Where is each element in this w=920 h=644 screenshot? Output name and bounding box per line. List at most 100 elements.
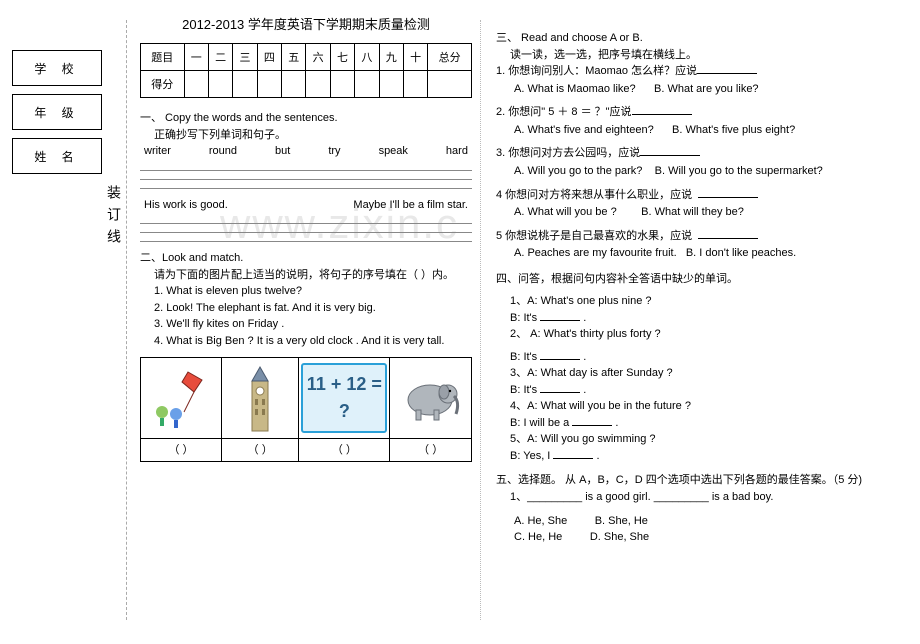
cell[interactable]	[233, 71, 257, 98]
opt-b: B. What's five plus eight?	[672, 124, 795, 136]
blank[interactable]	[698, 228, 758, 239]
opt-b: B. What are you like?	[654, 83, 759, 95]
blank[interactable]	[540, 382, 580, 393]
question: 5 你想说桃子是自己最喜欢的水果，应说 A. Peaches are my fa…	[496, 228, 908, 263]
cell[interactable]	[403, 71, 427, 98]
cell[interactable]	[208, 71, 232, 98]
meta-sidebar: 学 校 年 级 姓 名	[12, 50, 102, 182]
question: 2. 你想问" 5 ＋ 8 ＝ ？"应说 A. What's five and …	[496, 104, 908, 139]
qa-line: B: It's .	[496, 349, 908, 366]
opt-a: A. What's five and eighteen?	[514, 124, 654, 136]
blank[interactable]	[540, 310, 580, 321]
question: 3. 你想问对方去公园吗，应说 A. Will you go to the pa…	[496, 145, 908, 180]
math-cell: 11 + 12 = ?	[299, 358, 390, 439]
opt: B. She, He	[595, 515, 648, 527]
opt-b: B. I don't like peaches.	[686, 247, 796, 259]
blank-label[interactable]: （ ）	[222, 439, 299, 462]
cell: 八	[355, 44, 379, 71]
section-sub: 正确抄写下列单词和句子。	[140, 127, 472, 144]
question: 4 你想问对方将来想从事什么职业，应说 A. What will you be …	[496, 187, 908, 222]
elephant-icon	[396, 370, 466, 426]
opt: C. He, He	[514, 531, 562, 543]
bigben-icon	[240, 363, 280, 433]
section-2: 二、Look and match. 请为下面的图片配上适当的说明，将句子的序号填…	[140, 250, 472, 462]
blank[interactable]	[540, 349, 580, 360]
opt-b: B. Will you go to the supermarket?	[655, 165, 823, 177]
cell[interactable]	[428, 71, 472, 98]
match-table: 11 + 12 = ?	[140, 357, 472, 462]
kite-cell	[141, 358, 222, 439]
word: hard	[446, 143, 468, 160]
blank-label[interactable]: （ ）	[141, 439, 222, 462]
cell: 九	[379, 44, 403, 71]
word: round	[209, 143, 237, 160]
blank-label[interactable]: （ ）	[299, 439, 390, 462]
sentence: His work is good.	[144, 197, 228, 214]
blank[interactable]	[640, 145, 700, 156]
school-box: 学 校	[12, 50, 102, 86]
cell[interactable]	[379, 71, 403, 98]
name-box: 姓 名	[12, 138, 102, 174]
qa-line: 5、A: Will you go swimming ?	[496, 431, 908, 448]
qa-line: 1、A: What's one plus nine ?	[496, 293, 908, 310]
cell: 十	[403, 44, 427, 71]
cell: 四	[257, 44, 281, 71]
section-3: 三、 Read and choose A or B. 读一读，选一选，把序号填在…	[496, 30, 908, 263]
column-right: 三、 Read and choose A or B. 读一读，选一选，把序号填在…	[496, 30, 908, 554]
cell: 题目	[141, 44, 185, 71]
blank[interactable]	[698, 187, 758, 198]
table-row: 题目 一 二 三 四 五 六 七 八 九 十 总分	[141, 44, 472, 71]
elephant-cell	[390, 358, 472, 439]
blank[interactable]	[632, 104, 692, 115]
kite-icon	[148, 368, 214, 428]
section-sub: 读一读，选一选，把序号填在横线上。	[496, 47, 908, 64]
blank[interactable]	[697, 63, 757, 74]
section-1: 一、 Copy the words and the sentences. 正确抄…	[140, 110, 472, 242]
opt-a: A. What will you be ?	[514, 206, 617, 218]
qa-line: B: It's .	[496, 382, 908, 399]
blank[interactable]	[553, 448, 593, 459]
cell[interactable]	[282, 71, 306, 98]
list-item: 4. What is Big Ben ? It is a very old cl…	[140, 333, 472, 350]
cell: 六	[306, 44, 330, 71]
cell[interactable]	[330, 71, 354, 98]
q-text: 1. 你想询问别人：Maomao 怎么样？应说	[496, 65, 697, 77]
column-divider	[480, 20, 481, 620]
cell[interactable]	[355, 71, 379, 98]
cell: 得分	[141, 71, 185, 98]
cell: 三	[233, 44, 257, 71]
list-item: 3. We'll fly kites on Friday .	[140, 316, 472, 333]
qa-line: B: I will be a .	[496, 415, 908, 432]
cell: 一	[184, 44, 208, 71]
cell[interactable]	[184, 71, 208, 98]
cell: 二	[208, 44, 232, 71]
binding-text: 装订线	[104, 185, 124, 251]
question: 1、_________ is a good girl. _________ is…	[496, 489, 908, 507]
question: 1. 你想询问别人：Maomao 怎么样？应说 A. What is Maoma…	[496, 63, 908, 98]
column-left: 2012-2013 学年度英语下学期期末质量检测 题目 一 二 三 四 五 六 …	[140, 14, 472, 470]
section-heading: 四、问答，根据问句内容补全答语中缺少的单词。	[496, 271, 908, 288]
qa-line: B: Yes, I .	[496, 448, 908, 465]
blank[interactable]	[572, 415, 612, 426]
sentence-row: His work is good. Maybe I'll be a film s…	[140, 197, 472, 214]
cell: 总分	[428, 44, 472, 71]
cell[interactable]	[257, 71, 281, 98]
section-5: 五、选择题。 从 A，B，C，D 四个选项中选出下列各题的最佳答案。（5 分) …	[496, 472, 908, 545]
cell[interactable]	[306, 71, 330, 98]
writing-lines	[140, 164, 472, 189]
cell: 五	[282, 44, 306, 71]
sentence: Maybe I'll be a film star.	[353, 197, 468, 214]
section-sub: 请为下面的图片配上适当的说明，将句子的序号填在（ ）内。	[140, 267, 472, 284]
opt-a: A. Will you go to the park?	[514, 165, 642, 177]
blank-label[interactable]: （ ）	[390, 439, 472, 462]
qa-line: 4、A: What will you be in the future ?	[496, 398, 908, 415]
list-item: 2. Look! The elephant is fat. And it is …	[140, 300, 472, 317]
section-heading: 二、Look and match.	[140, 250, 472, 267]
section-heading: 五、选择题。 从 A，B，C，D 四个选项中选出下列各题的最佳答案。（5 分)	[496, 472, 908, 489]
opt-a: A. Peaches are my favourite fruit.	[514, 247, 677, 259]
list-item: 1. What is eleven plus twelve?	[140, 283, 472, 300]
cell: 七	[330, 44, 354, 71]
bigben-cell	[222, 358, 299, 439]
section-heading: 一、 Copy the words and the sentences.	[140, 110, 472, 127]
q-text: 5 你想说桃子是自己最喜欢的水果，应说	[496, 230, 692, 242]
